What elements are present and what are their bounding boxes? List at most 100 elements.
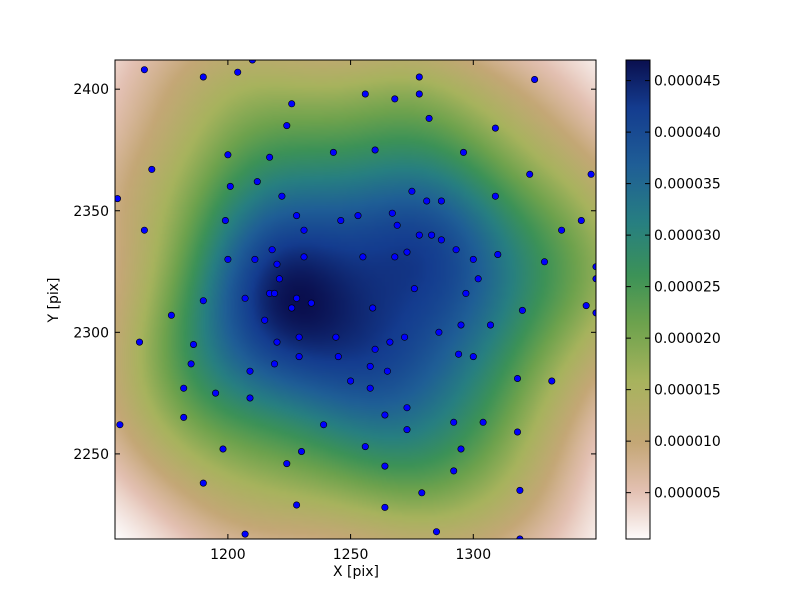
- data-point: [381, 462, 389, 470]
- data-point: [548, 377, 556, 385]
- data-point: [386, 338, 394, 346]
- data-point: [432, 528, 440, 536]
- colorbar-tick-label: 0.000035: [654, 177, 721, 193]
- data-point: [457, 445, 465, 453]
- colorbar-tick-label: 0.000020: [654, 331, 721, 347]
- data-point: [418, 489, 426, 497]
- x-axis-label: X [pix]: [333, 564, 379, 580]
- data-point: [288, 304, 296, 312]
- data-point: [540, 258, 548, 266]
- colorbar-tick-label: 0.000045: [654, 74, 721, 90]
- data-point: [140, 226, 148, 234]
- data-point: [334, 353, 342, 361]
- x-tick-label: 1250: [333, 547, 369, 563]
- data-point: [288, 100, 296, 108]
- data-point: [450, 418, 458, 426]
- colorbar-tick-label: 0.000015: [654, 383, 721, 399]
- y-tick-label: 2300: [73, 325, 109, 341]
- y-axis-label: Y [pix]: [46, 278, 62, 324]
- data-point: [415, 231, 423, 239]
- data-point: [224, 255, 232, 263]
- colorbar-tick-label: 0.000010: [654, 434, 721, 450]
- data-point: [295, 333, 303, 341]
- colorbar: 0.000005 0.000010 0.000015 0.000020 0.000025…: [625, 59, 721, 540]
- data-point: [219, 445, 227, 453]
- data-point: [450, 467, 458, 475]
- data-point: [212, 389, 220, 397]
- colorbar-gradient: [625, 59, 651, 540]
- data-point: [266, 153, 274, 161]
- data-point: [381, 411, 389, 419]
- data-point: [226, 182, 234, 190]
- data-point: [283, 122, 291, 130]
- data-point: [479, 418, 487, 426]
- data-point: [300, 253, 308, 261]
- data-point: [531, 76, 539, 84]
- data-point: [332, 333, 340, 341]
- data-point: [300, 226, 308, 234]
- data-point: [486, 321, 494, 329]
- y-tick-label: 2350: [73, 204, 109, 220]
- data-point: [457, 321, 465, 329]
- data-point: [415, 73, 423, 81]
- data-point: [190, 340, 198, 348]
- data-point: [180, 413, 188, 421]
- colorbar-tick-label: 0.000030: [654, 228, 721, 244]
- scatter-points: [115, 60, 596, 539]
- data-point: [221, 217, 229, 225]
- data-point: [261, 316, 269, 324]
- data-point: [371, 146, 379, 154]
- y-tick-label: 2400: [73, 82, 109, 98]
- data-point: [518, 306, 526, 314]
- data-point: [366, 384, 374, 392]
- data-point: [199, 479, 207, 487]
- data-point: [180, 384, 188, 392]
- data-point: [167, 311, 175, 319]
- data-point: [297, 447, 305, 455]
- data-point: [329, 148, 337, 156]
- colorbar-tick-label: 0.000040: [654, 125, 721, 141]
- data-point: [116, 421, 124, 429]
- data-point: [268, 246, 276, 254]
- data-point: [393, 221, 401, 229]
- data-point: [526, 170, 534, 178]
- data-point: [410, 285, 418, 293]
- data-point: [270, 360, 278, 368]
- data-point: [403, 426, 411, 434]
- data-point: [136, 338, 144, 346]
- y-tick-label: 2250: [73, 447, 109, 463]
- data-point: [320, 421, 328, 429]
- data-point: [241, 530, 249, 538]
- x-tick-label: 1200: [210, 547, 246, 563]
- data-point: [428, 231, 436, 239]
- data-point: [361, 443, 369, 451]
- plot-frame: [114, 59, 597, 540]
- x-tick-label: 1300: [455, 547, 491, 563]
- colorbar-tick-label: 0.000025: [654, 280, 721, 296]
- data-point: [391, 95, 399, 103]
- data-point: [115, 195, 121, 203]
- data-point: [273, 338, 281, 346]
- data-point: [361, 90, 369, 98]
- heatmap-plot: 1200 1250 1300 2250 2300 2350 2400 X [pix] Y …: [46, 59, 597, 580]
- data-point: [337, 217, 345, 225]
- data-point: [437, 197, 445, 205]
- data-point: [383, 367, 391, 375]
- data-point: [513, 374, 521, 382]
- data-point: [369, 304, 377, 312]
- data-point: [408, 187, 416, 195]
- colorbar-tick-label: 0.000005: [654, 486, 721, 502]
- data-point: [415, 90, 423, 98]
- data-point: [455, 350, 463, 358]
- data-point: [293, 501, 301, 509]
- data-point: [234, 68, 242, 76]
- data-point: [459, 148, 467, 156]
- data-point: [270, 289, 278, 297]
- data-point: [491, 192, 499, 200]
- data-point: [491, 124, 499, 132]
- data-point: [253, 178, 261, 186]
- data-point: [371, 345, 379, 353]
- data-point: [199, 297, 207, 305]
- data-point: [278, 192, 286, 200]
